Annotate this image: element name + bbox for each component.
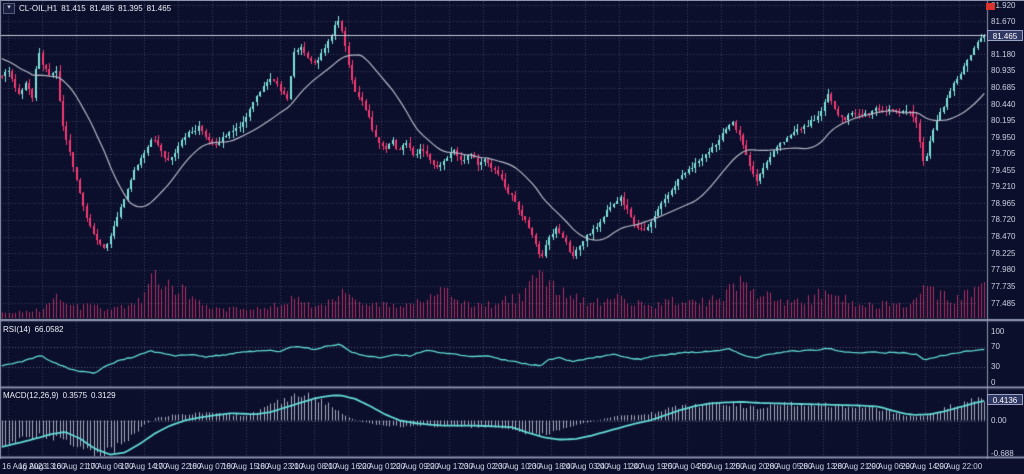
price-axis-label: 78.470 [991,232,1016,242]
macd-signal-value: 0.3129 [91,391,116,400]
time-axis-label: 23 Aug 02:00 [459,462,507,471]
price-axis-label: 79.455 [991,165,1016,175]
time-axis-label: 18 Aug 07:00 [188,462,236,471]
time-axis-label: 17 Aug 22:00 [154,462,202,471]
time-axis-label: 28 Aug 21:00 [833,462,881,471]
macd-main-value: 0.3575 [62,391,88,400]
time-axis-label: 24 Aug 19:00 [629,462,677,471]
rsi-axis-label: 70 [991,342,1000,352]
macd-label: MACD(12,26,9) [3,391,59,400]
time-axis-label: 18 Aug 23:00 [256,462,304,471]
time-axis-label: 16 Aug 2023 [2,462,47,471]
rsi-axis-label: 100 [991,327,1005,337]
alert-marker [986,3,995,10]
symbol-dropdown-icon[interactable]: ▾ [3,3,15,14]
time-axis-label: 16 Aug 21:00 [52,462,100,471]
price-axis-label: 77.485 [991,298,1016,308]
price-axis-label: 79.705 [991,149,1016,159]
macd-axis-label: 0.00 [991,416,1007,425]
ohlc-open: 81.415 [61,4,86,13]
time-axis-label: 25 Aug 20:00 [731,462,779,471]
time-axis-label: 16 Aug 13:00 [18,462,66,471]
symbol-caption: ▾ CL-OIL,H1 81.415 81.485 81.395 81.465 [3,3,171,14]
price-axis-label: 78.965 [991,198,1016,208]
macd-axis-label: -0.688 [991,449,1014,458]
ohlc-high: 81.485 [89,4,115,13]
rsi-axis-label: 0 [991,377,996,387]
rsi-label: RSI(14) [3,325,31,334]
time-axis-label: 23 Aug 10:00 [493,462,541,471]
price-axis-label: 77.980 [991,265,1016,275]
macd-value-tag: 0.4136 [987,393,1023,405]
time-axis-label: 21 Aug 16:00 [323,462,372,471]
price-axis-label: 79.210 [991,182,1016,192]
time-axis-label: 17 Aug 14:00 [120,462,168,471]
time-axis-label: 22 Aug 09:00 [391,462,439,471]
price-axis[interactable]: 81.92081.67081.42581.18080.93580.68580.4… [988,1,1024,459]
time-axis-label: 29 Aug 14:00 [901,462,949,471]
time-axis-label: 29 Aug 22:00 [935,462,983,471]
time-axis-label: 24 Aug 03:00 [561,462,609,471]
rsi-caption: RSI(14) 66.0582 [3,325,63,334]
time-axis-label: 25 Aug 04:00 [663,462,711,471]
price-chart-canvas[interactable] [0,1,1024,459]
price-axis-label: 80.685 [991,83,1016,93]
rsi-value: 66.0582 [34,325,64,334]
rsi-axis-label: 30 [991,362,1000,372]
time-axis-label: 17 Aug 06:00 [86,462,134,471]
time-axis-label: 18 Aug 15:00 [222,462,270,471]
price-axis-label: 81.920 [991,1,1016,10]
time-axis-label: 28 Aug 05:00 [765,462,813,471]
price-axis-label: 80.935 [991,66,1016,76]
time-axis-label: 29 Aug 06:00 [867,462,915,471]
price-axis-label: 78.720 [991,215,1016,225]
time-axis-label: 22 Aug 17:00 [425,462,473,471]
time-axis-label: 24 Aug 11:00 [595,462,643,471]
time-axis-label: 22 Aug 01:00 [357,462,406,471]
time-axis[interactable]: 16 Aug 2023 16 Aug 13:00 16 Aug 21:00 17 Au… [0,459,1024,474]
price-axis-label: 77.735 [991,281,1016,291]
time-axis-label: 21 Aug 08:00 [289,462,338,471]
symbol-label: CL-OIL,H1 [19,4,58,13]
current-price-tag: 81.465 [987,29,1023,41]
ohlc-close: 81.465 [146,4,172,13]
price-axis-label: 79.950 [991,132,1016,142]
price-axis-label: 81.670 [991,16,1016,26]
ohlc-low: 81.395 [118,4,143,13]
price-axis-label: 80.195 [991,116,1016,126]
price-axis-label: 78.225 [991,248,1016,258]
price-axis-label: 80.440 [991,99,1016,109]
macd-caption: MACD(12,26,9) 0.3575 0.3129 [3,391,116,400]
price-axis-label: 81.180 [991,49,1016,59]
time-axis-label: 28 Aug 13:00 [799,462,847,471]
time-axis-label: 23 Aug 18:00 [527,462,575,471]
time-axis-label: 25 Aug 12:00 [697,462,745,471]
